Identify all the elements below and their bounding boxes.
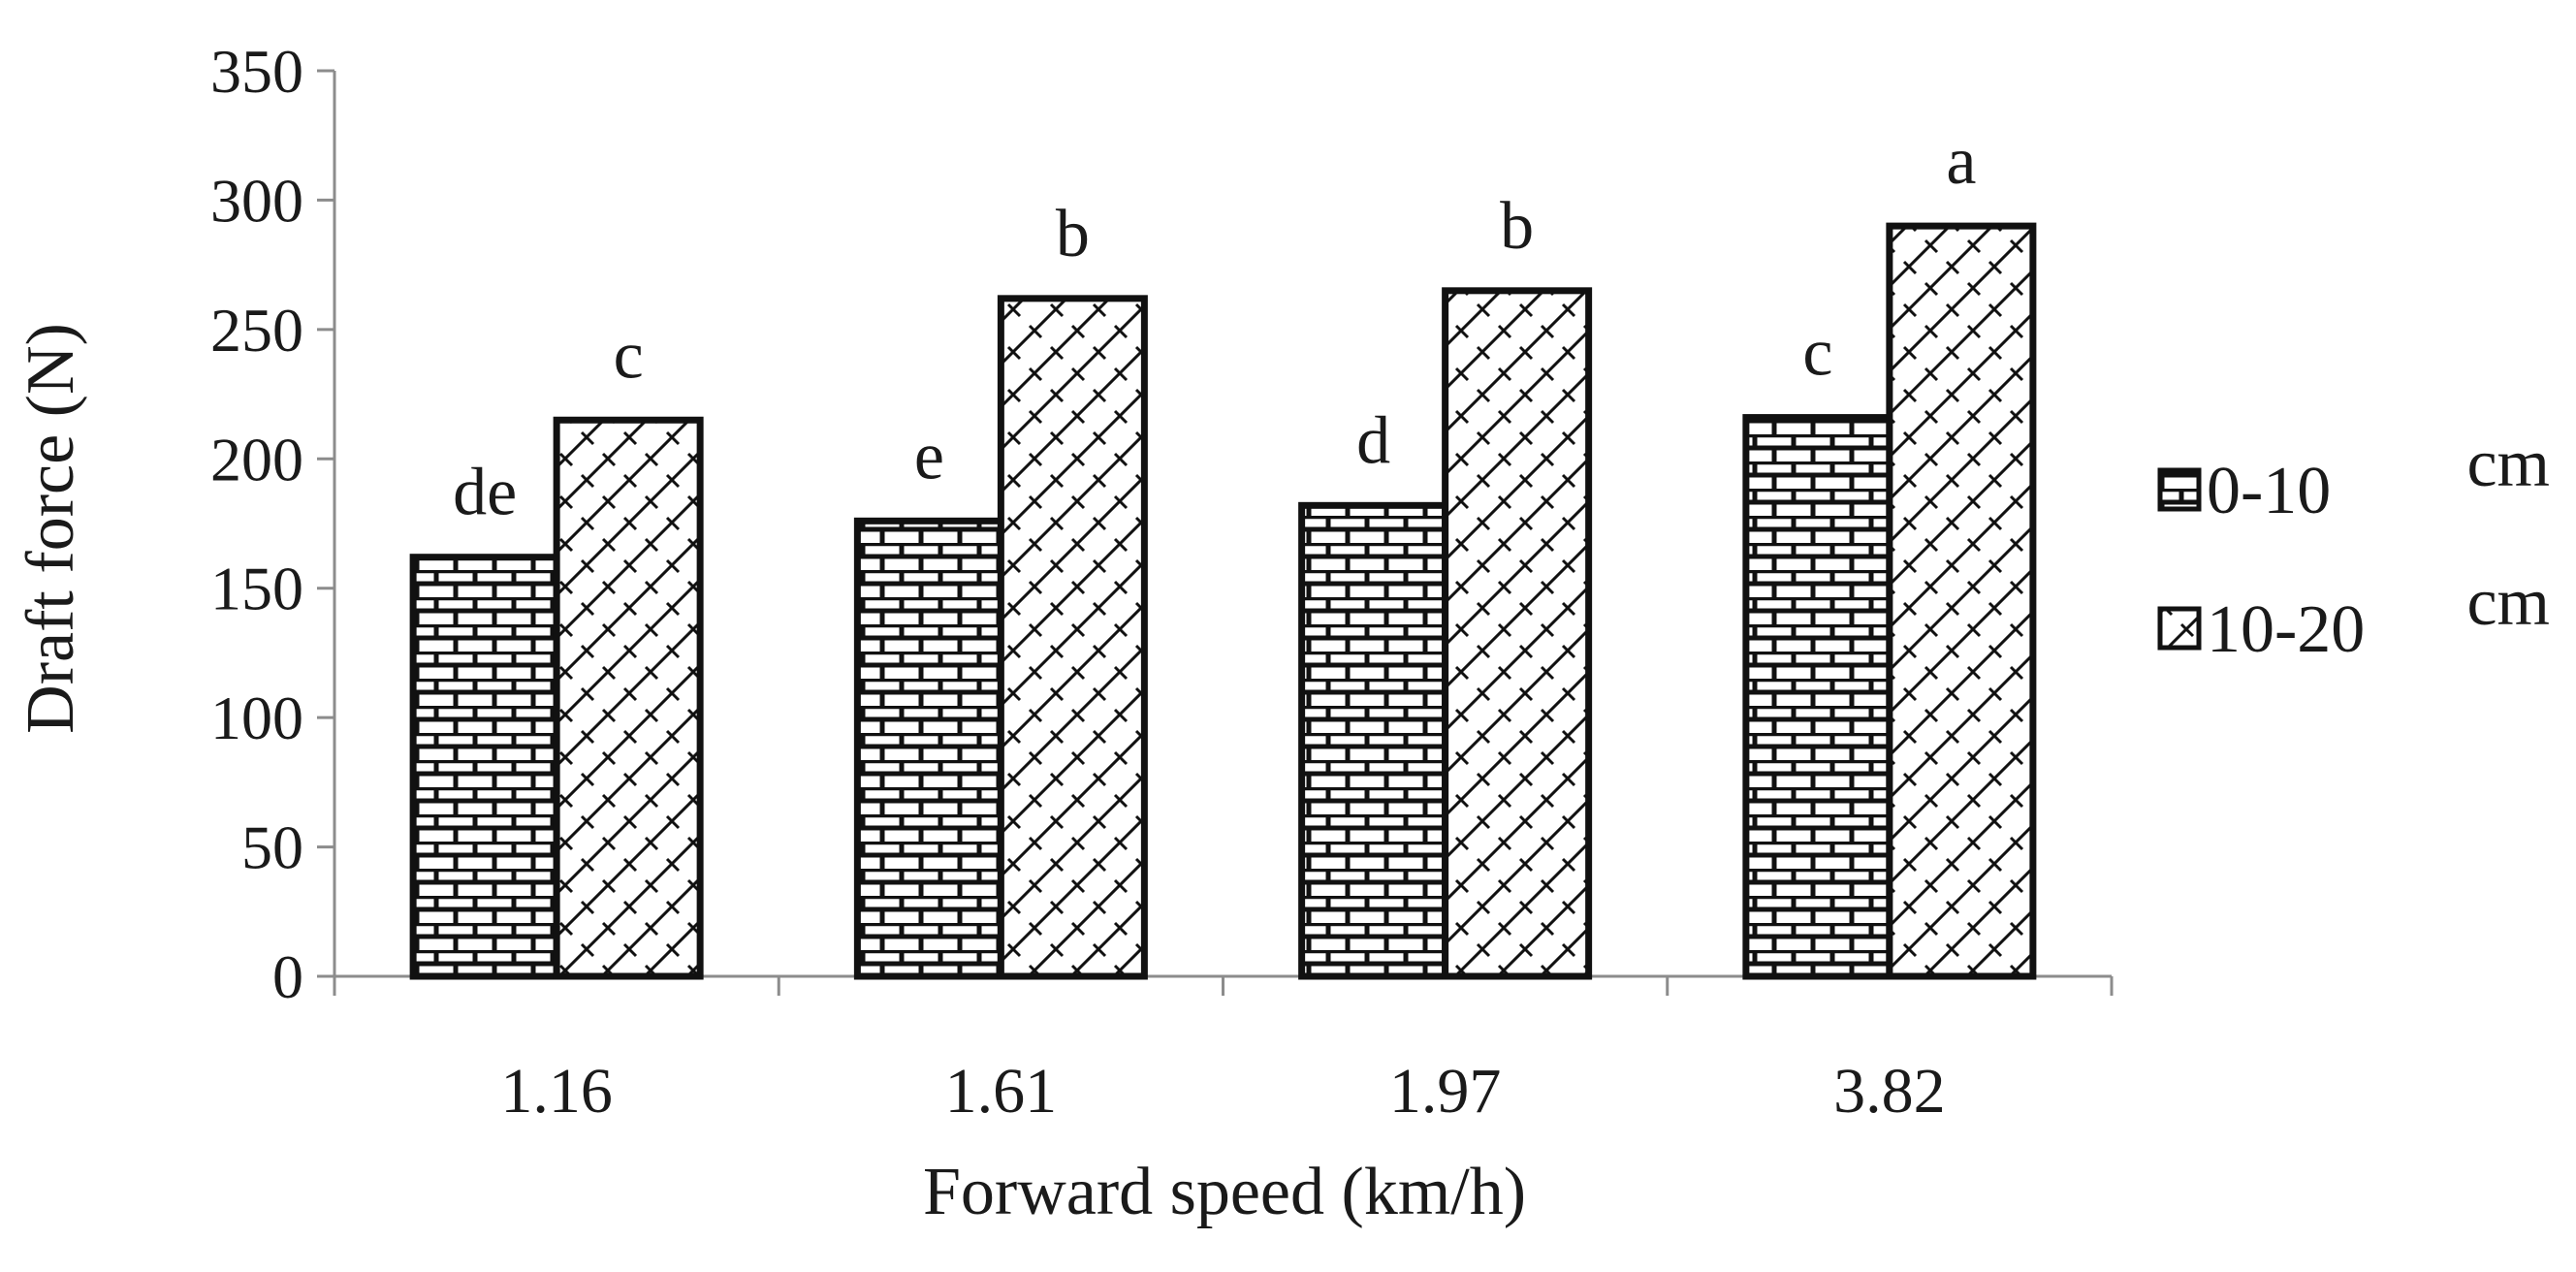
bar-0-10-1.16 — [409, 554, 560, 980]
significance-label: de — [453, 456, 517, 530]
y-tick-label: 0 — [272, 942, 303, 1011]
significance-label: e — [914, 419, 944, 493]
significance-label: a — [1946, 124, 1976, 199]
bar-10-20-3.82 — [1886, 222, 2037, 980]
x-axis-title: Forward speed (km/h) — [923, 1155, 1526, 1229]
legend-label: 0-10 — [2207, 454, 2331, 528]
bar-10-20-1.16 — [553, 416, 704, 980]
significance-labels: de c e b d b c a — [453, 124, 1976, 530]
bars — [409, 222, 2037, 980]
legend-swatch — [2157, 467, 2202, 512]
significance-label: d — [1356, 403, 1390, 478]
y-tick-label: 300 — [210, 166, 303, 235]
legend-unit: cm — [2466, 565, 2550, 640]
x-tick-label: 1.97 — [1389, 1056, 1502, 1127]
significance-label: b — [1500, 189, 1534, 264]
y-tick-label: 200 — [210, 425, 303, 493]
x-tick-label: 1.61 — [945, 1056, 1058, 1127]
y-tick-label: 50 — [241, 813, 303, 882]
significance-label: c — [1802, 316, 1832, 391]
bar-10-20-1.61 — [997, 295, 1148, 980]
bar-0-10-1.97 — [1298, 501, 1449, 980]
significance-label: b — [1056, 197, 1090, 271]
y-axis: 0 50 100 150 200 250 300 350 — [210, 37, 336, 1011]
legend-swatch — [2157, 606, 2202, 651]
legend: 0-10 cm 10-20 cm — [2157, 427, 2550, 667]
x-tick-label: 1.16 — [500, 1056, 613, 1127]
x-axis: 1.16 1.61 1.97 3.82 — [333, 974, 2114, 1127]
bar-10-20-1.97 — [1442, 287, 1593, 980]
legend-unit: cm — [2466, 427, 2550, 501]
bar-0-10-1.61 — [853, 517, 1004, 980]
y-tick-label: 150 — [210, 555, 303, 623]
x-tick-label: 3.82 — [1833, 1056, 1946, 1127]
legend-label: 10-20 — [2207, 592, 2365, 667]
y-tick-label: 350 — [210, 37, 303, 106]
y-axis-title: Draft force (N) — [14, 323, 88, 734]
significance-label: c — [614, 318, 644, 393]
bar-0-10-3.82 — [1742, 414, 1893, 980]
y-tick-label: 250 — [210, 296, 303, 365]
y-tick-label: 100 — [210, 684, 303, 752]
